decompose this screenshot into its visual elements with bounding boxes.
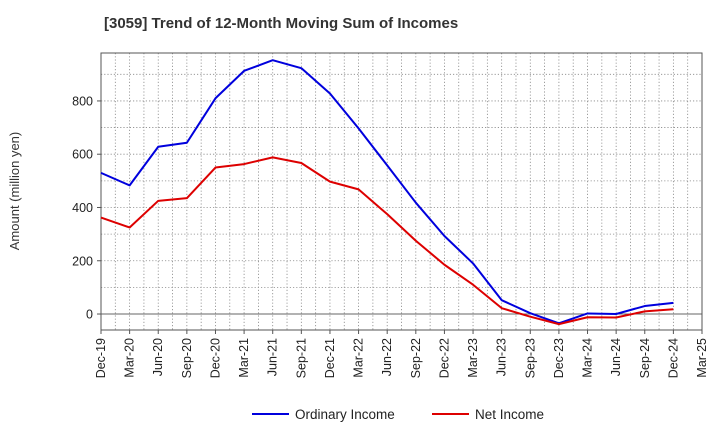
- x-tick-label: Dec-20: [208, 338, 222, 378]
- x-tick-label: Jun-23: [495, 338, 509, 376]
- y-axis: 0 200 400 600 800: [72, 94, 101, 322]
- x-tick-label: Sep-21: [294, 338, 308, 378]
- y-tick-label: 600: [72, 148, 93, 162]
- x-tick-label: Dec-21: [323, 338, 337, 378]
- x-tick-label: Dec-23: [552, 338, 566, 378]
- x-tick-label: Dec-24: [666, 338, 680, 378]
- x-tick-label: Sep-22: [409, 338, 423, 378]
- y-tick-label: 800: [72, 94, 93, 108]
- x-axis: Dec-19 Mar-20 Jun-20 Sep-20 Dec-20 Mar-21 Jun-…: [94, 330, 709, 378]
- plot-area: [100, 52, 703, 331]
- x-tick-label: Mar-23: [466, 338, 480, 378]
- x-tick-label: Dec-22: [437, 338, 451, 378]
- legend-label: Ordinary Income: [295, 407, 395, 422]
- series-line-net-income: [100, 156, 674, 326]
- x-tick-label: Jun-21: [266, 338, 280, 376]
- series-line-ordinary-income: [100, 59, 674, 325]
- y-tick-label: 0: [86, 308, 93, 322]
- x-tick-label: Jun-20: [151, 338, 165, 376]
- x-tick-label: Jun-24: [609, 338, 623, 376]
- y-tick-label: 200: [72, 254, 93, 268]
- y-tick-label: 400: [72, 201, 93, 215]
- x-tick-label: Dec-19: [94, 338, 108, 378]
- x-tick-label: Sep-24: [638, 338, 652, 378]
- x-tick-label: Mar-24: [581, 338, 595, 378]
- x-tick-label: Sep-20: [180, 338, 194, 378]
- chart-title: [3059] Trend of 12-Month Moving Sum of I…: [104, 15, 459, 32]
- legend-label: Net Income: [475, 407, 544, 422]
- x-tick-label: Jun-22: [380, 338, 394, 376]
- x-tick-label: Mar-25: [695, 338, 709, 378]
- x-tick-label: Mar-20: [123, 338, 137, 378]
- x-tick-label: Sep-23: [523, 338, 537, 378]
- y-axis-title: Amount (million yen): [7, 132, 22, 251]
- series-lines: [100, 59, 674, 326]
- x-tick-label: Mar-22: [352, 338, 366, 378]
- legend: Ordinary Income Net Income: [252, 407, 544, 422]
- gridlines: [100, 53, 703, 330]
- x-tick-label: Mar-21: [237, 338, 251, 378]
